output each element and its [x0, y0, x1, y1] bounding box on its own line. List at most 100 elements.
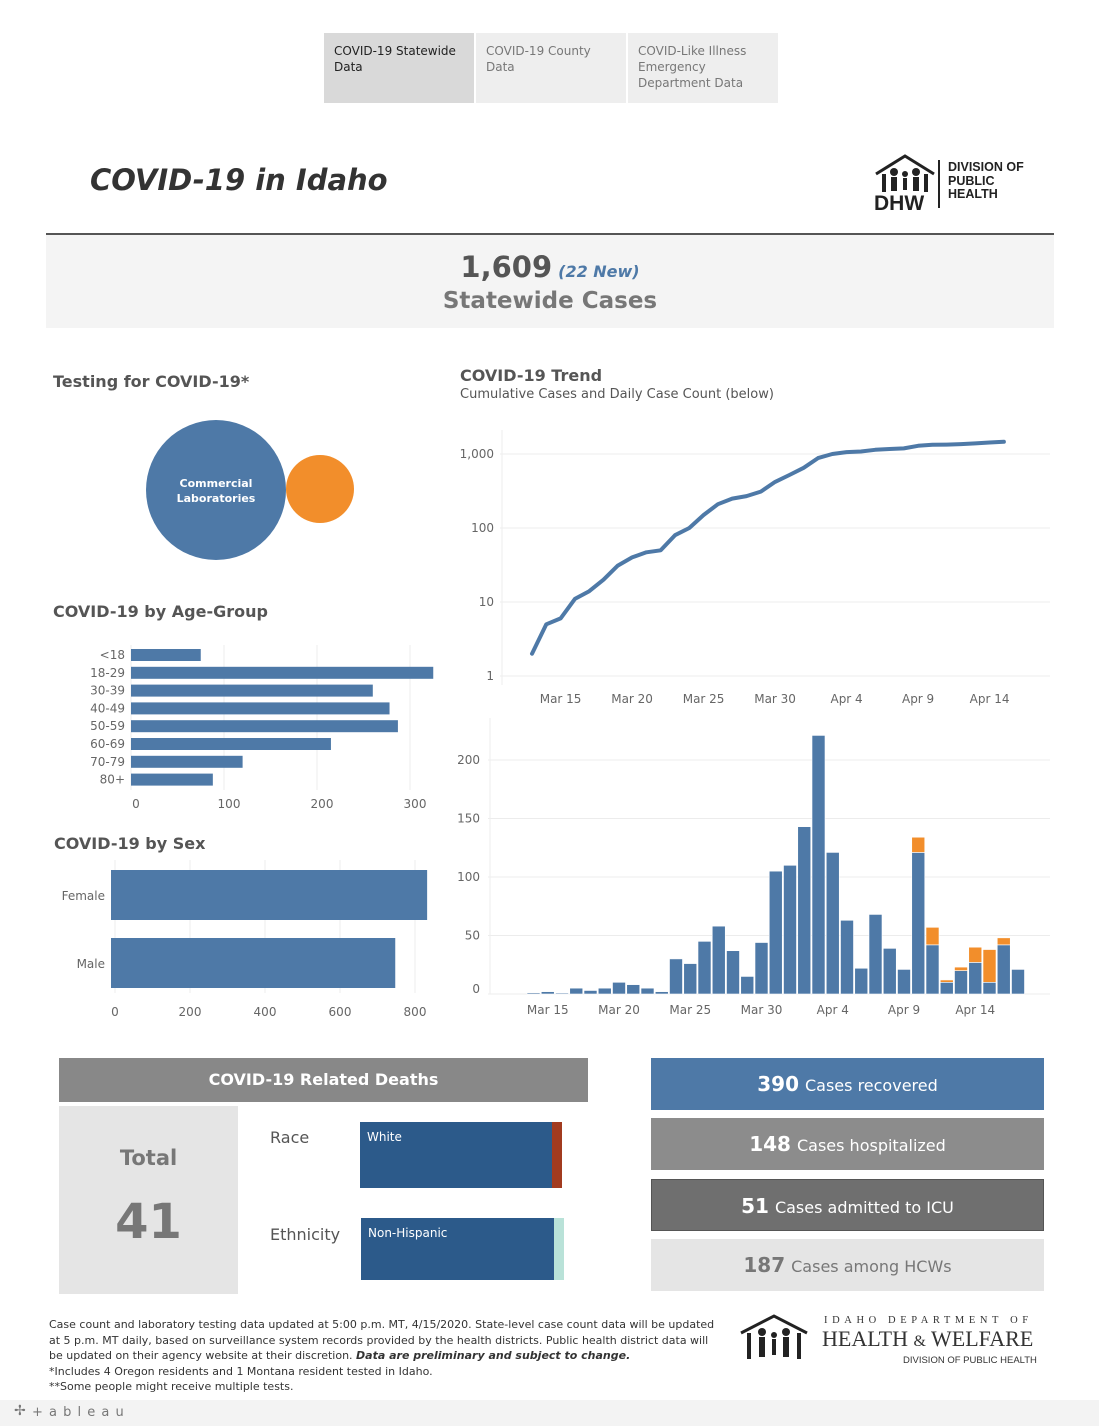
- daily-bar[interactable]: [740, 976, 755, 995]
- footer-note-1: *Includes 4 Oregon residents and 1 Monta…: [49, 1364, 433, 1378]
- daily-bar-probable[interactable]: [911, 836, 926, 853]
- state-laboratory-bubble[interactable]: [286, 455, 354, 523]
- x-tick-label: 100: [218, 797, 241, 811]
- daily-bar[interactable]: [654, 991, 669, 995]
- daily-bar[interactable]: [783, 865, 797, 995]
- daily-bar[interactable]: [555, 992, 569, 995]
- sex-bar-chart[interactable]: 0 200 400 600 800 Female Male: [40, 858, 450, 1028]
- daily-bar-probable[interactable]: [939, 979, 954, 983]
- sex-bar[interactable]: [111, 870, 428, 920]
- daily-bar[interactable]: [726, 950, 740, 995]
- testing-bubble-chart[interactable]: Commercial Laboratories: [140, 415, 370, 565]
- race-bar-other[interactable]: [551, 1122, 562, 1188]
- daily-bar[interactable]: [925, 944, 940, 995]
- deaths-total-value: 41: [115, 1194, 182, 1250]
- tab-county-data[interactable]: COVID-19 County Data: [476, 33, 626, 103]
- daily-bar-probable[interactable]: [954, 966, 968, 971]
- daily-bar[interactable]: [797, 826, 812, 995]
- daily-cases-bar-chart[interactable]: 0 50 100 150 200 Mar 15 Mar 20 Mar 25 Mar 30 Apr …: [440, 718, 1060, 1023]
- x-tick-label: Mar 25: [683, 692, 725, 706]
- stat-value: 51: [741, 1194, 769, 1218]
- idhw-line-3: DIVISION OF PUBLIC HEALTH: [903, 1355, 1037, 1366]
- svg-text:DHW: DHW: [874, 192, 924, 212]
- age-bar[interactable]: [131, 649, 201, 661]
- category-label: 70-79: [90, 755, 125, 769]
- daily-bar[interactable]: [754, 942, 769, 995]
- tableau-logo-text[interactable]: + a b l e a u: [32, 1405, 125, 1420]
- daily-bar[interactable]: [825, 852, 840, 995]
- daily-bar[interactable]: [569, 987, 584, 995]
- daily-bar[interactable]: [868, 914, 883, 995]
- age-bar[interactable]: [131, 773, 213, 786]
- footer-disclaimer: Data are preliminary and subject to chan…: [356, 1349, 631, 1362]
- age-group-title: COVID-19 by Age-Group: [53, 602, 268, 621]
- sex-bar[interactable]: [111, 938, 396, 988]
- age-group-bar-chart[interactable]: 0 100 200 300 <18 18-29 30-39 40-49 50-59 60-69 70…: [60, 640, 450, 820]
- age-bar[interactable]: [131, 702, 390, 715]
- daily-bar[interactable]: [854, 967, 869, 995]
- daily-bar[interactable]: [626, 984, 641, 995]
- y-tick-label: 1,000: [460, 447, 494, 461]
- daily-bar[interactable]: [583, 990, 598, 995]
- daily-bar[interactable]: [840, 919, 854, 995]
- commercial-laboratories-bubble[interactable]: [146, 420, 286, 560]
- daily-bar[interactable]: [683, 963, 698, 995]
- category-label: <18: [100, 648, 125, 662]
- daily-bar[interactable]: [768, 870, 783, 995]
- stat-value: 187: [743, 1253, 786, 1277]
- ethnicity-bar-non-hispanic[interactable]: Non-Hispanic: [361, 1218, 554, 1280]
- daily-bar[interactable]: [982, 981, 997, 995]
- daily-bar[interactable]: [911, 852, 926, 995]
- y-tick-label: 1: [486, 669, 494, 683]
- daily-bar[interactable]: [669, 958, 683, 995]
- age-bar[interactable]: [131, 684, 373, 697]
- daily-bar[interactable]: [954, 970, 968, 995]
- daily-bar[interactable]: [640, 987, 655, 995]
- daily-bar[interactable]: [811, 735, 826, 995]
- daily-bar[interactable]: [1011, 969, 1025, 995]
- new-case-count: (22 New): [558, 262, 640, 281]
- y-tick-label: 100: [471, 521, 494, 535]
- daily-bar[interactable]: [612, 981, 626, 995]
- y-tick-label: 200: [457, 753, 480, 767]
- ethnicity-bar-other[interactable]: [553, 1218, 564, 1280]
- daily-bar[interactable]: [882, 948, 897, 995]
- tableau-logo-icon[interactable]: ✢: [14, 1403, 26, 1419]
- race-bar[interactable]: White: [360, 1122, 562, 1188]
- daily-bar-probable[interactable]: [996, 937, 1011, 946]
- ethnicity-bar-label: Non-Hispanic: [368, 1226, 448, 1240]
- daily-bar-probable[interactable]: [925, 927, 940, 946]
- x-tick-label: 0: [111, 1005, 119, 1019]
- age-bar[interactable]: [131, 738, 331, 750]
- statewide-case-count: 1,609: [460, 250, 553, 284]
- x-tick-label: Apr 14: [955, 1003, 995, 1017]
- age-bar[interactable]: [131, 720, 398, 733]
- stat-label: Cases hospitalized: [796, 1136, 946, 1155]
- daily-bar[interactable]: [597, 987, 612, 995]
- age-bar[interactable]: [131, 666, 434, 679]
- daily-bar[interactable]: [540, 991, 555, 995]
- race-bar-white[interactable]: White: [360, 1122, 552, 1188]
- daily-bar[interactable]: [526, 992, 541, 995]
- daily-bar-probable[interactable]: [982, 949, 997, 983]
- category-label: 60-69: [90, 737, 125, 751]
- ethnicity-bar[interactable]: Non-Hispanic: [361, 1218, 564, 1280]
- statewide-cases-banner: 1,609 (22 New) Statewide Cases: [46, 233, 1054, 328]
- daily-bar[interactable]: [697, 941, 712, 995]
- daily-bar[interactable]: [897, 969, 911, 995]
- cumulative-cases-line-chart[interactable]: 1 10 100 1,000 Mar 15 Mar 20 Mar 25 Mar 30 Apr 4…: [440, 420, 1060, 715]
- cumulative-cases-line: [530, 439, 1006, 656]
- x-tick-label: Mar 30: [741, 1003, 783, 1017]
- daily-bar[interactable]: [711, 925, 726, 995]
- tab-statewide-data[interactable]: COVID-19 Statewide Data: [324, 33, 474, 103]
- tab-emergency-department-data[interactable]: COVID-Like Illness Emergency Department …: [628, 33, 778, 103]
- age-bar[interactable]: [131, 755, 243, 768]
- daily-bar[interactable]: [996, 944, 1011, 995]
- daily-bar-probable[interactable]: [968, 946, 983, 963]
- x-tick-label: Apr 4: [830, 692, 862, 706]
- daily-bar[interactable]: [968, 962, 983, 995]
- stat-hcws: 187 Cases among HCWs: [651, 1239, 1044, 1291]
- stat-icu: 51 Cases admitted to ICU: [651, 1179, 1044, 1231]
- x-tick-label: 400: [254, 1005, 277, 1019]
- daily-bar[interactable]: [939, 981, 954, 995]
